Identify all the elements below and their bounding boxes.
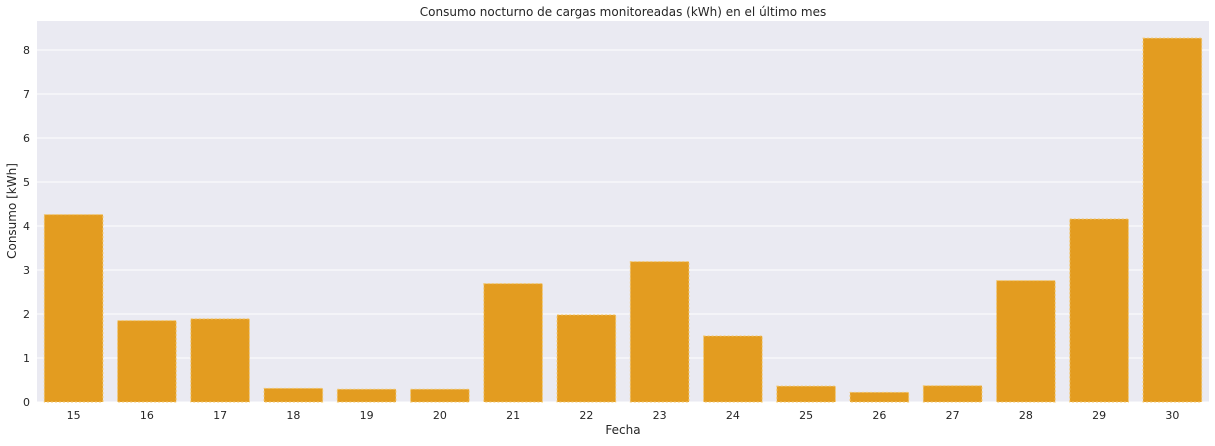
y-tick-label: 8	[23, 44, 30, 57]
bar-27	[922, 385, 983, 403]
x-tick-label: 26	[872, 409, 886, 422]
bar-30	[1142, 37, 1203, 403]
bar-26	[849, 391, 910, 403]
bar-22	[556, 314, 617, 403]
x-tick-label: 29	[1092, 409, 1106, 422]
bar-18	[263, 387, 324, 403]
x-tick-label: 30	[1165, 409, 1179, 422]
x-tick-label: 15	[67, 409, 81, 422]
x-tick-label: 19	[360, 409, 374, 422]
bar-19	[336, 388, 397, 403]
x-tick-label: 28	[1019, 409, 1033, 422]
x-tick-label: 23	[653, 409, 667, 422]
x-tick-label: 25	[799, 409, 813, 422]
bar-21	[483, 283, 543, 403]
bar-20	[410, 388, 470, 403]
x-tick-label: 18	[286, 409, 300, 422]
x-axis-label: Fecha	[605, 423, 640, 437]
y-tick-label: 7	[23, 88, 30, 101]
bar-23	[629, 261, 690, 403]
x-tick-label: 24	[726, 409, 740, 422]
bar-28	[996, 280, 1056, 403]
bar-24	[703, 335, 763, 403]
x-tick-label: 22	[579, 409, 593, 422]
x-tick-label: 27	[946, 409, 960, 422]
chart-title: Consumo nocturno de cargas monitoreadas …	[420, 5, 826, 19]
bar-16	[117, 320, 177, 403]
y-tick-label: 3	[23, 264, 30, 277]
y-tick-label: 0	[23, 396, 30, 409]
y-tick-label: 5	[23, 176, 30, 189]
bar-15	[43, 214, 104, 403]
bar-17	[190, 318, 250, 403]
bar-25	[776, 385, 836, 403]
x-tick-label: 21	[506, 409, 520, 422]
y-tick-label: 2	[23, 308, 30, 321]
x-tick-label: 20	[433, 409, 447, 422]
x-tick-label: 17	[213, 409, 227, 422]
y-tick-label: 1	[23, 352, 30, 365]
x-axis-ticks: 15 16 17 18 19 20 21 22 23 24 25 26 27 28 29 30	[67, 409, 1180, 422]
bars	[43, 37, 1203, 403]
bar-29	[1069, 218, 1129, 403]
y-tick-label: 4	[23, 220, 30, 233]
y-axis-label: Consumo [kWh]	[5, 163, 19, 259]
x-tick-label: 16	[140, 409, 154, 422]
y-tick-label: 6	[23, 132, 30, 145]
y-axis-ticks: 0 1 2 3 4 5 6 7 8	[23, 44, 30, 409]
